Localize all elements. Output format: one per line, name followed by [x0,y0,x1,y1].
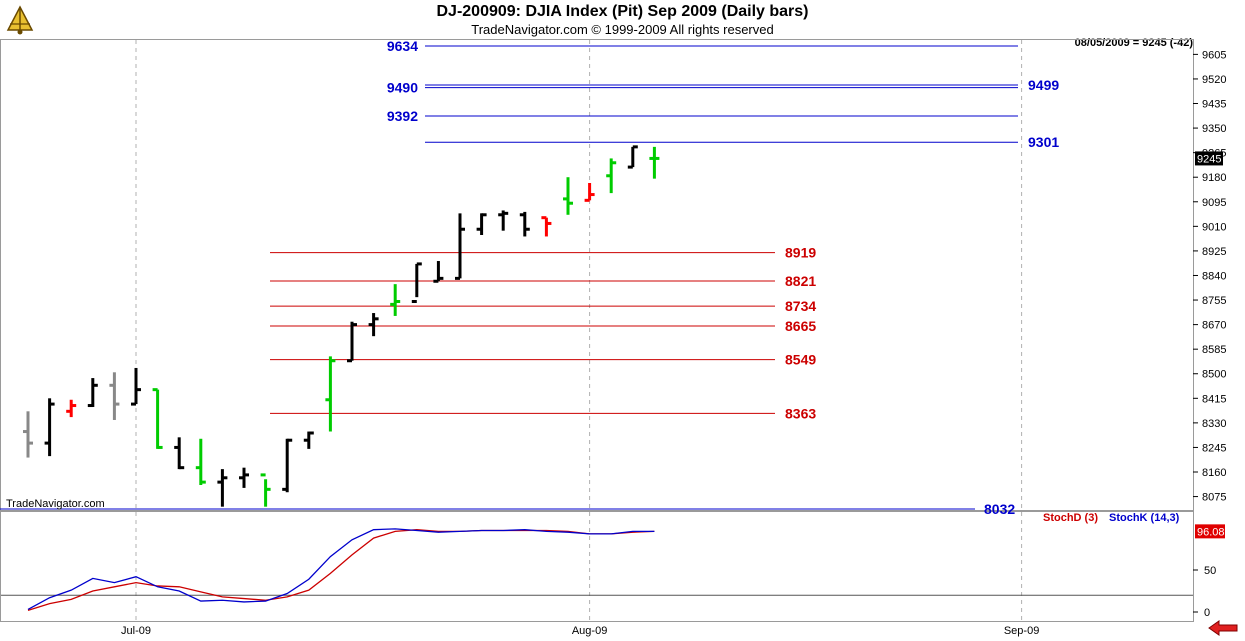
ohlc-bar [325,356,336,432]
ohlc-bar [584,182,595,202]
price-tick-label: 9095 [1202,197,1226,209]
price-tick-label: 8500 [1202,369,1226,381]
tradenavigator-logo-icon[interactable] [4,4,36,36]
price-tick-label: 9605 [1202,49,1226,61]
chart-title: DJ-200909: DJIA Index (Pit) Sep 2009 (Da… [436,3,809,20]
stochastic-axis: 50 0 96.08 [1193,524,1225,619]
stochk-legend: StochK (14,3) [1109,512,1180,524]
price-tick-label: 8670 [1202,320,1226,332]
ohlc-bar [217,469,228,507]
ohlc-bars [23,145,660,507]
level-label: 9392 [387,108,418,124]
ohlc-bar [23,411,33,458]
level-label: 8919 [785,245,816,261]
price-tick-label: 8160 [1202,467,1226,479]
ohlc-bar [195,438,206,486]
price-levels: 9634 9499 9490 9392 9301 8919 8821 8734 8665 8549… [0,38,1059,517]
ohlc-bar [498,210,509,231]
date-tick-label: Aug-09 [572,625,607,637]
stoch-last-label: 96.08 [1197,526,1225,538]
ohlc-bar [541,216,552,237]
level-label: 9634 [387,38,418,54]
stoch-tick-label: 50 [1204,565,1216,577]
price-tick-label: 8840 [1202,270,1226,282]
ohlc-bar [174,437,185,470]
price-tick-label: 8330 [1202,418,1226,430]
level-label: 8734 [785,298,816,314]
ohlc-bar [87,378,98,408]
stoch-panel-frame [0,511,1194,622]
price-tick-label: 8585 [1202,344,1226,356]
ohlc-bar [455,213,465,280]
stochastic-lines [1,528,1193,611]
level-label: 9490 [387,80,418,96]
price-tick-label: 8415 [1202,393,1226,405]
ohlc-bar [152,388,163,449]
chart-header: DJ-200909: DJIA Index (Pit) Sep 2009 (Da… [0,0,1245,38]
price-tick-label: 9180 [1202,172,1226,184]
price-tick-label: 8925 [1202,246,1226,258]
price-tick-label: 9010 [1202,221,1226,233]
last-price-box [1195,151,1223,166]
price-tick-label: 9520 [1202,74,1226,86]
vertical-gridlines [135,40,1023,622]
level-label: 8821 [785,273,816,289]
ohlc-bar [649,146,660,179]
ohlc-bar [303,431,314,449]
stoch-tick-label: 0 [1204,607,1210,619]
ohlc-bar [44,398,55,457]
level-label: 8549 [785,352,816,368]
ohlc-bar [411,262,422,303]
level-label: 8032 [984,501,1015,517]
price-axis: 9605952094359350926591809095901089258840… [1193,49,1226,504]
ohlc-bar [519,211,530,237]
ohlc-bar [390,284,401,316]
ohlc-bar [131,367,141,406]
price-tick-label: 8755 [1202,295,1226,307]
stoch-last-box [1195,524,1225,539]
price-tick-label: 9435 [1202,99,1226,111]
ohlc-bar [239,467,249,488]
price-tick-label: 9350 [1202,123,1226,135]
ohlc-bar [368,313,379,337]
ohlc-bar [563,177,573,215]
chart-subtitle: TradeNavigator.com © 1999-2009 All right… [471,22,774,37]
ohlc-bar [433,261,444,283]
ohlc-bar [627,145,638,169]
level-label: 8363 [785,405,816,421]
price-tick-label: 8245 [1202,442,1226,454]
date-tick-label: Jul-09 [121,625,151,637]
date-tick-label: Sep-09 [1004,625,1039,637]
date-axis: Jul-09 Aug-09 Sep-09 [121,625,1039,637]
ohlc-bar [66,399,77,418]
ohlc-bar [109,372,120,420]
stochd-legend: StochD (3) [1043,512,1098,524]
ohlc-bar [606,158,617,194]
ohlc-bar [260,473,271,507]
level-label: 9499 [1028,77,1059,93]
stoch-series-line [27,529,655,611]
ohlc-bar [282,438,293,493]
ohlc-bar [347,321,357,363]
watermark-text: TradeNavigator.com [6,498,105,510]
level-label: 8665 [785,318,816,334]
price-tick-label: 8075 [1202,492,1226,504]
stoch-series-line [27,528,655,611]
level-label: 9301 [1028,134,1059,150]
ohlc-bar [476,213,487,236]
last-price-label: 9245 [1197,153,1221,165]
scroll-left-arrow-icon[interactable] [1208,620,1238,636]
